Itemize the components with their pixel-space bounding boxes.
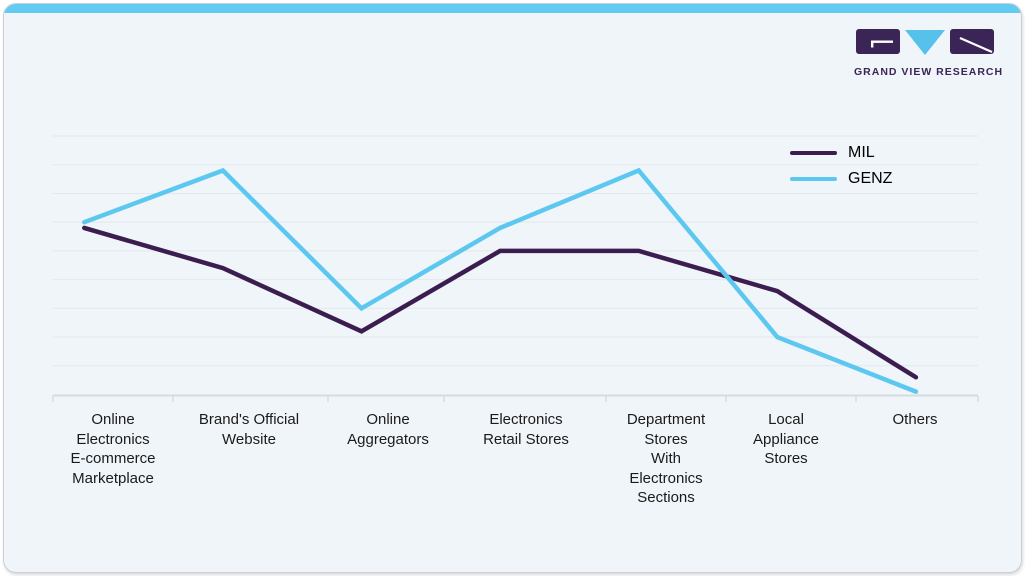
x-axis-label: Others — [892, 411, 938, 428]
mil-line-swatch — [790, 150, 837, 156]
x-axis-label: Department Stores With Electronics Secti… — [626, 411, 706, 506]
logo-text: GRAND VIEW RESEARCH — [854, 66, 1004, 78]
x-axis-label: Online Aggregators — [347, 411, 429, 448]
gvr-logo-icon — [856, 29, 994, 55]
accent-bar — [4, 4, 1021, 13]
x-axis-label: Brand's Official Website — [198, 411, 300, 448]
gvr-logo: GRAND VIEW RESEARCH — [854, 29, 1004, 78]
legend-item-genz: GENZ — [790, 166, 892, 192]
logo-v-triangle — [905, 30, 945, 55]
x-axis-label: Local Appliance Stores — [753, 411, 819, 467]
line-chart — [52, 135, 979, 402]
legend-item-mil: MIL — [790, 140, 892, 166]
legend-label-genz: GENZ — [848, 170, 893, 187]
report-card: MIL GENZ Online Electronics E-commerce M… — [3, 3, 1022, 573]
chart-legend: MIL GENZ — [790, 140, 892, 192]
genz-line-swatch — [790, 176, 837, 182]
series-line-genz — [82, 167, 919, 394]
legend-label-mil: MIL — [848, 144, 875, 161]
x-axis-label: Online Electronics E-commerce Marketplac… — [70, 411, 156, 487]
x-axis-label: Electronics Retail Stores — [483, 411, 569, 448]
series-line-mil — [82, 225, 919, 380]
